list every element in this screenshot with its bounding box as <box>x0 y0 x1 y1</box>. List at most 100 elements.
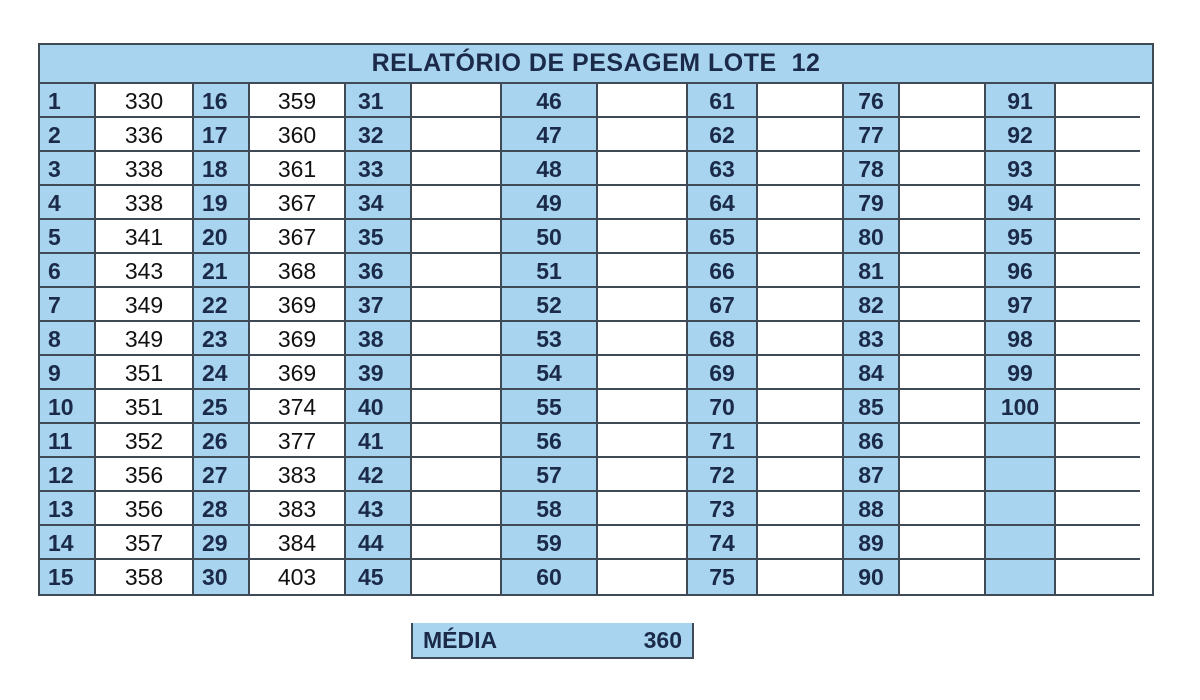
animal-number-cell: 39 <box>346 356 412 390</box>
weight-value-cell <box>1056 322 1140 356</box>
animal-number-cell: 41 <box>346 424 412 458</box>
number-column: 61 62 63 64 65 66 67 68 69 70 71 72 73 74 75 <box>688 84 758 594</box>
number-column: 1 2 3 4 5 6 7 8 9 10 11 12 13 14 15 <box>40 84 96 594</box>
weight-value-cell <box>758 254 844 288</box>
weight-value-cell: 403 <box>250 560 346 594</box>
animal-number-cell: 68 <box>688 322 758 356</box>
animal-number-cell: 100 <box>986 390 1056 424</box>
weight-value-cell <box>598 220 688 254</box>
animal-number-cell: 87 <box>844 458 900 492</box>
number-column: 31 32 33 34 35 36 37 38 39 40 41 42 43 44 45 <box>346 84 412 594</box>
animal-number-cell: 29 <box>194 526 250 560</box>
weight-column <box>1056 84 1140 594</box>
weight-value-cell <box>1056 84 1140 118</box>
animal-number-cell: 65 <box>688 220 758 254</box>
weight-value-cell <box>1056 220 1140 254</box>
animal-number-cell: 95 <box>986 220 1056 254</box>
weights-grid: 1 2 3 4 5 6 7 8 9 10 11 12 13 14 15 330 336 338 338 341 343 3… <box>40 84 1152 594</box>
weight-column <box>412 84 502 594</box>
weight-value-cell: 357 <box>96 526 194 560</box>
weight-value-cell <box>1056 118 1140 152</box>
group-block-5: 61 62 63 64 65 66 67 68 69 70 71 72 73 74 75 <box>688 84 844 594</box>
animal-number-cell: 47 <box>502 118 598 152</box>
animal-number-cell <box>986 526 1056 560</box>
weight-value-cell <box>758 526 844 560</box>
number-column: 46 47 48 49 50 51 52 53 54 55 56 57 58 59 60 <box>502 84 598 594</box>
group-block-1: 1 2 3 4 5 6 7 8 9 10 11 12 13 14 15 330 336 338 338 341 343 3… <box>40 84 194 594</box>
weight-value-cell <box>900 118 986 152</box>
weight-value-cell <box>412 424 502 458</box>
weight-value-cell <box>412 220 502 254</box>
number-column: 16 17 18 19 20 21 22 23 24 25 26 27 28 29 30 <box>194 84 250 594</box>
weight-value-cell: 351 <box>96 356 194 390</box>
weight-value-cell <box>900 152 986 186</box>
weight-value-cell <box>412 322 502 356</box>
number-column: 76 77 78 79 80 81 82 83 84 85 86 87 88 89 90 <box>844 84 900 594</box>
animal-number-cell: 33 <box>346 152 412 186</box>
animal-number-cell: 75 <box>688 560 758 594</box>
animal-number-cell: 50 <box>502 220 598 254</box>
animal-number-cell: 1 <box>40 84 96 118</box>
average-value: 360 <box>643 627 682 653</box>
weight-value-cell <box>412 560 502 594</box>
weight-value-cell: 343 <box>96 254 194 288</box>
animal-number-cell: 9 <box>40 356 96 390</box>
animal-number-cell: 78 <box>844 152 900 186</box>
animal-number-cell: 40 <box>346 390 412 424</box>
weight-value-cell: 383 <box>250 492 346 526</box>
weight-column <box>900 84 986 594</box>
weight-value-cell <box>1056 424 1140 458</box>
animal-number-cell: 43 <box>346 492 412 526</box>
animal-number-cell: 81 <box>844 254 900 288</box>
animal-number-cell: 31 <box>346 84 412 118</box>
animal-number-cell: 53 <box>502 322 598 356</box>
weight-value-cell <box>412 356 502 390</box>
weight-value-cell <box>758 152 844 186</box>
weight-value-cell <box>1056 560 1140 594</box>
animal-number-cell: 3 <box>40 152 96 186</box>
animal-number-cell <box>986 424 1056 458</box>
animal-number-cell: 62 <box>688 118 758 152</box>
weight-value-cell <box>412 288 502 322</box>
animal-number-cell: 92 <box>986 118 1056 152</box>
weight-column: 330 336 338 338 341 343 349 349 351 351 352 356 356 3… <box>96 84 194 594</box>
animal-number-cell: 90 <box>844 560 900 594</box>
animal-number-cell: 99 <box>986 356 1056 390</box>
animal-number-cell: 72 <box>688 458 758 492</box>
animal-number-cell: 42 <box>346 458 412 492</box>
weight-value-cell <box>412 526 502 560</box>
weight-value-cell: 374 <box>250 390 346 424</box>
weight-value-cell <box>598 322 688 356</box>
weight-value-cell <box>412 118 502 152</box>
animal-number-cell: 16 <box>194 84 250 118</box>
animal-number-cell: 14 <box>40 526 96 560</box>
animal-number-cell: 17 <box>194 118 250 152</box>
weight-value-cell <box>758 288 844 322</box>
weight-value-cell <box>1056 186 1140 220</box>
animal-number-cell: 71 <box>688 424 758 458</box>
animal-number-cell: 57 <box>502 458 598 492</box>
weight-value-cell: 367 <box>250 186 346 220</box>
weight-value-cell <box>412 152 502 186</box>
weight-value-cell <box>758 220 844 254</box>
weight-value-cell: 360 <box>250 118 346 152</box>
weight-value-cell <box>598 390 688 424</box>
animal-number-cell: 77 <box>844 118 900 152</box>
animal-number-cell: 11 <box>40 424 96 458</box>
weight-value-cell: 330 <box>96 84 194 118</box>
animal-number-cell: 74 <box>688 526 758 560</box>
animal-number-cell: 52 <box>502 288 598 322</box>
weight-value-cell <box>900 458 986 492</box>
weight-value-cell <box>598 152 688 186</box>
animal-number-cell: 83 <box>844 322 900 356</box>
weight-value-cell <box>758 492 844 526</box>
group-block-7: 91 92 93 94 95 96 97 98 99 100 <box>986 84 1140 594</box>
weight-column <box>758 84 844 594</box>
animal-number-cell: 66 <box>688 254 758 288</box>
weight-value-cell <box>412 84 502 118</box>
animal-number-cell: 93 <box>986 152 1056 186</box>
animal-number-cell: 82 <box>844 288 900 322</box>
animal-number-cell: 26 <box>194 424 250 458</box>
weight-column <box>598 84 688 594</box>
weight-value-cell <box>412 492 502 526</box>
